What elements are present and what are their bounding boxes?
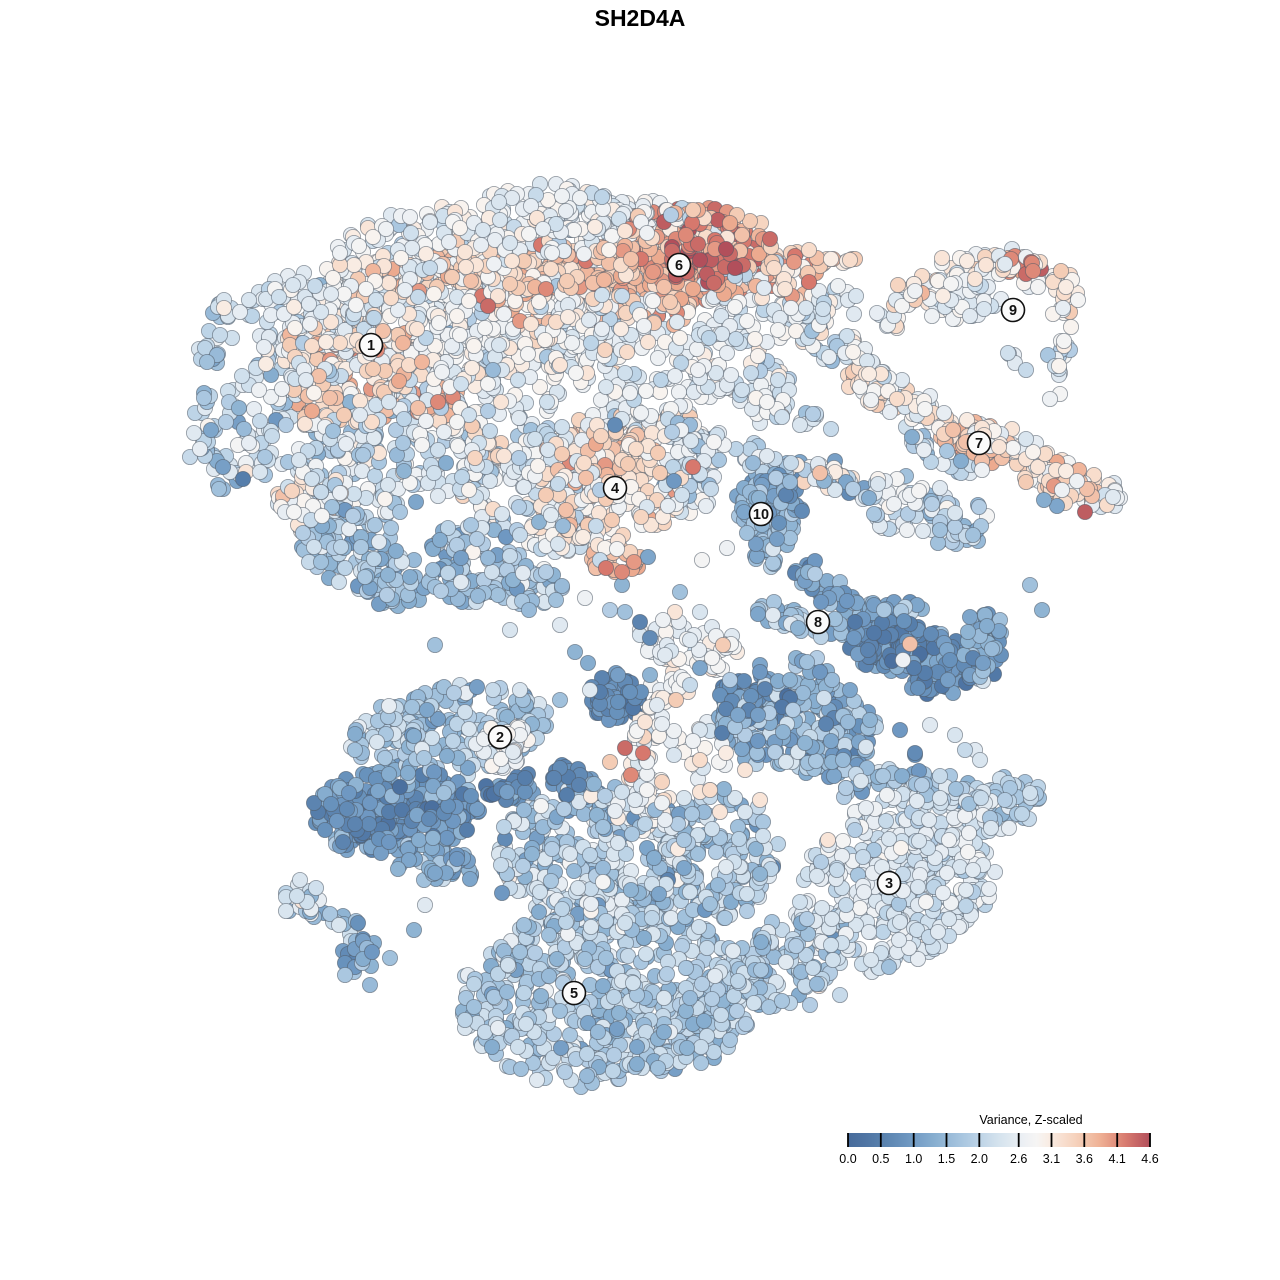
svg-text:SH2D4A: SH2D4A [595,5,686,31]
